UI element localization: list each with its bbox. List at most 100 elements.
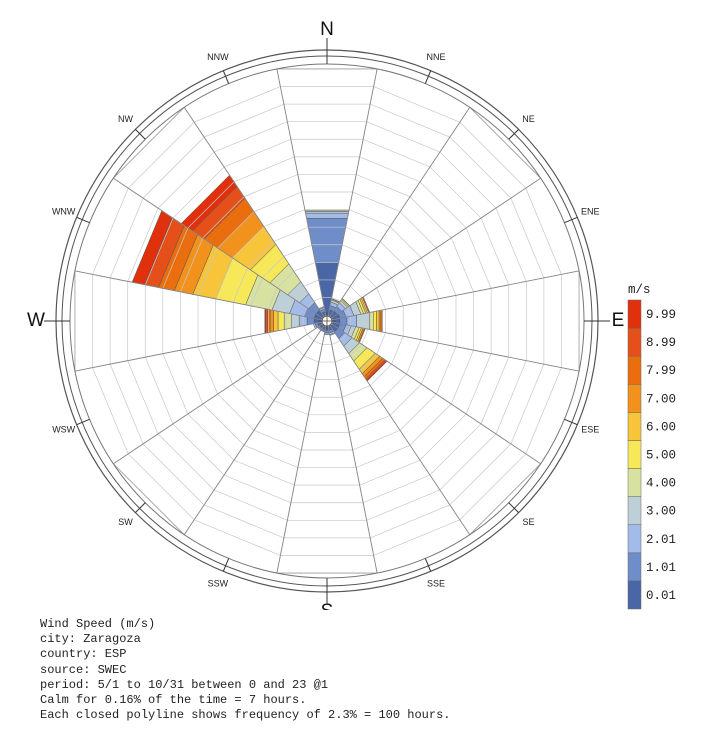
freq-line-ese bbox=[465, 353, 492, 415]
freq-line-ese bbox=[436, 346, 457, 395]
legend-label-2: 2.01 bbox=[646, 533, 676, 547]
dir-label-nnw: NNW bbox=[207, 52, 229, 62]
sector-boundary bbox=[113, 177, 323, 318]
freq-line-ese bbox=[361, 329, 369, 345]
sector-boundary bbox=[183, 325, 324, 535]
freq-line-nnw bbox=[273, 226, 309, 242]
freq-line-ene bbox=[391, 277, 404, 306]
sector-boundary bbox=[74, 270, 322, 321]
freq-line-se bbox=[350, 344, 363, 357]
dir-label-ene: ENE bbox=[581, 206, 600, 216]
freq-line-wsw bbox=[144, 357, 174, 425]
legend-label-0: 0.01 bbox=[646, 589, 676, 603]
freq-line-wsw bbox=[232, 339, 248, 375]
freq-line-nw bbox=[277, 271, 295, 289]
freq-line-ne bbox=[409, 196, 452, 239]
freq-line-nnw bbox=[233, 156, 295, 183]
freq-line-ese bbox=[421, 343, 439, 385]
legend-title: m/s bbox=[628, 283, 651, 297]
dir-label-n: N bbox=[320, 19, 334, 40]
freq-line-nw bbox=[127, 121, 195, 189]
freq-line-se bbox=[369, 363, 392, 386]
dir-label-ese: ESE bbox=[581, 424, 599, 434]
freq-line-nne bbox=[370, 103, 450, 138]
freq-line-nnw bbox=[303, 279, 319, 287]
band-e-bin-7 bbox=[378, 309, 382, 333]
band-w-bin-10 bbox=[264, 308, 266, 334]
freq-line-sw bbox=[247, 373, 275, 401]
legend-swatch-0 bbox=[627, 580, 642, 610]
direction-tick-nne bbox=[424, 70, 432, 84]
dir-label-wsw: WSW bbox=[52, 424, 75, 434]
freq-line-nnw bbox=[204, 103, 284, 138]
freq-line-ne bbox=[399, 211, 437, 249]
sector-boundary bbox=[331, 177, 541, 318]
info-calm: Calm for 0.16% of the time = 7 hours. bbox=[40, 693, 307, 708]
freq-line-se bbox=[389, 383, 422, 416]
freq-line-ssw bbox=[204, 504, 284, 539]
info-title: Wind Speed (m/s) bbox=[40, 617, 156, 631]
freq-line-ne bbox=[350, 285, 363, 298]
freq-line-wnw bbox=[162, 227, 189, 289]
freq-line-nne bbox=[342, 244, 371, 257]
freq-line-se bbox=[459, 453, 527, 521]
freq-line-ene bbox=[525, 188, 562, 275]
legend-swatch-3 bbox=[627, 496, 642, 525]
freq-line-ssw bbox=[303, 355, 319, 363]
freq-line-ene bbox=[361, 297, 369, 313]
freq-line-nw bbox=[142, 136, 205, 199]
sector-boundary bbox=[276, 326, 327, 574]
legend-swatch-6 bbox=[627, 412, 642, 441]
freq-line-ene bbox=[510, 198, 545, 278]
sector-boundary bbox=[331, 324, 541, 465]
freq-line-ssw bbox=[283, 385, 312, 398]
freq-line-nw bbox=[202, 196, 245, 239]
dir-label-wnw: WNW bbox=[52, 206, 76, 216]
freq-line-ssw bbox=[194, 519, 281, 556]
compass-frame bbox=[44, 38, 610, 604]
freq-line-nw bbox=[247, 241, 275, 269]
freq-line-ene bbox=[480, 217, 510, 285]
freq-line-wsw bbox=[162, 353, 189, 415]
freq-line-ene bbox=[465, 227, 492, 289]
sector-boundary bbox=[113, 324, 323, 465]
freq-line-nw bbox=[306, 300, 314, 308]
freq-line-nnw bbox=[213, 121, 288, 153]
freq-line-nne bbox=[338, 262, 361, 272]
freq-line-nne bbox=[363, 138, 431, 168]
freq-line-sse bbox=[370, 504, 450, 539]
freq-line-se bbox=[359, 353, 377, 371]
freq-line-ne bbox=[359, 271, 377, 289]
sector-boundary bbox=[74, 321, 322, 372]
freq-line-wsw bbox=[197, 346, 218, 395]
legend-label-4: 4.00 bbox=[646, 477, 676, 491]
freq-line-sw bbox=[127, 453, 195, 521]
freq-line-ene bbox=[436, 247, 457, 296]
sector-boundary bbox=[330, 325, 471, 535]
freq-line-wnw bbox=[180, 237, 204, 292]
freq-line-ese bbox=[346, 325, 351, 335]
legend-swatch-4 bbox=[627, 468, 642, 497]
freq-line-se bbox=[439, 433, 497, 491]
info-city: city: Zaragoza bbox=[40, 632, 141, 647]
legend-swatch-7 bbox=[627, 384, 642, 413]
band-w-bin-6 bbox=[273, 310, 279, 332]
freq-line-sw bbox=[157, 433, 215, 491]
freq-line-nne bbox=[345, 226, 381, 242]
band-w-bin-8 bbox=[267, 308, 271, 334]
freq-line-ssw bbox=[253, 430, 302, 451]
direction-tick-se bbox=[508, 502, 519, 513]
dir-label-sw: SW bbox=[118, 517, 133, 527]
freq-line-sw bbox=[306, 334, 314, 342]
dir-label-ne: NE bbox=[522, 114, 535, 124]
freq-line-nw bbox=[157, 151, 215, 209]
freq-line-ese bbox=[450, 350, 474, 405]
dir-label-w: W bbox=[27, 310, 45, 331]
band-n-bin-1 bbox=[306, 218, 348, 263]
freq-line-ene bbox=[376, 287, 386, 310]
freq-line-ese bbox=[406, 339, 422, 375]
legend-swatch-10 bbox=[627, 299, 642, 329]
info-polyline-note: Each closed polyline shows frequency of … bbox=[40, 708, 451, 723]
freq-line-wsw bbox=[250, 336, 263, 365]
direction-tick-ssw bbox=[222, 558, 230, 572]
